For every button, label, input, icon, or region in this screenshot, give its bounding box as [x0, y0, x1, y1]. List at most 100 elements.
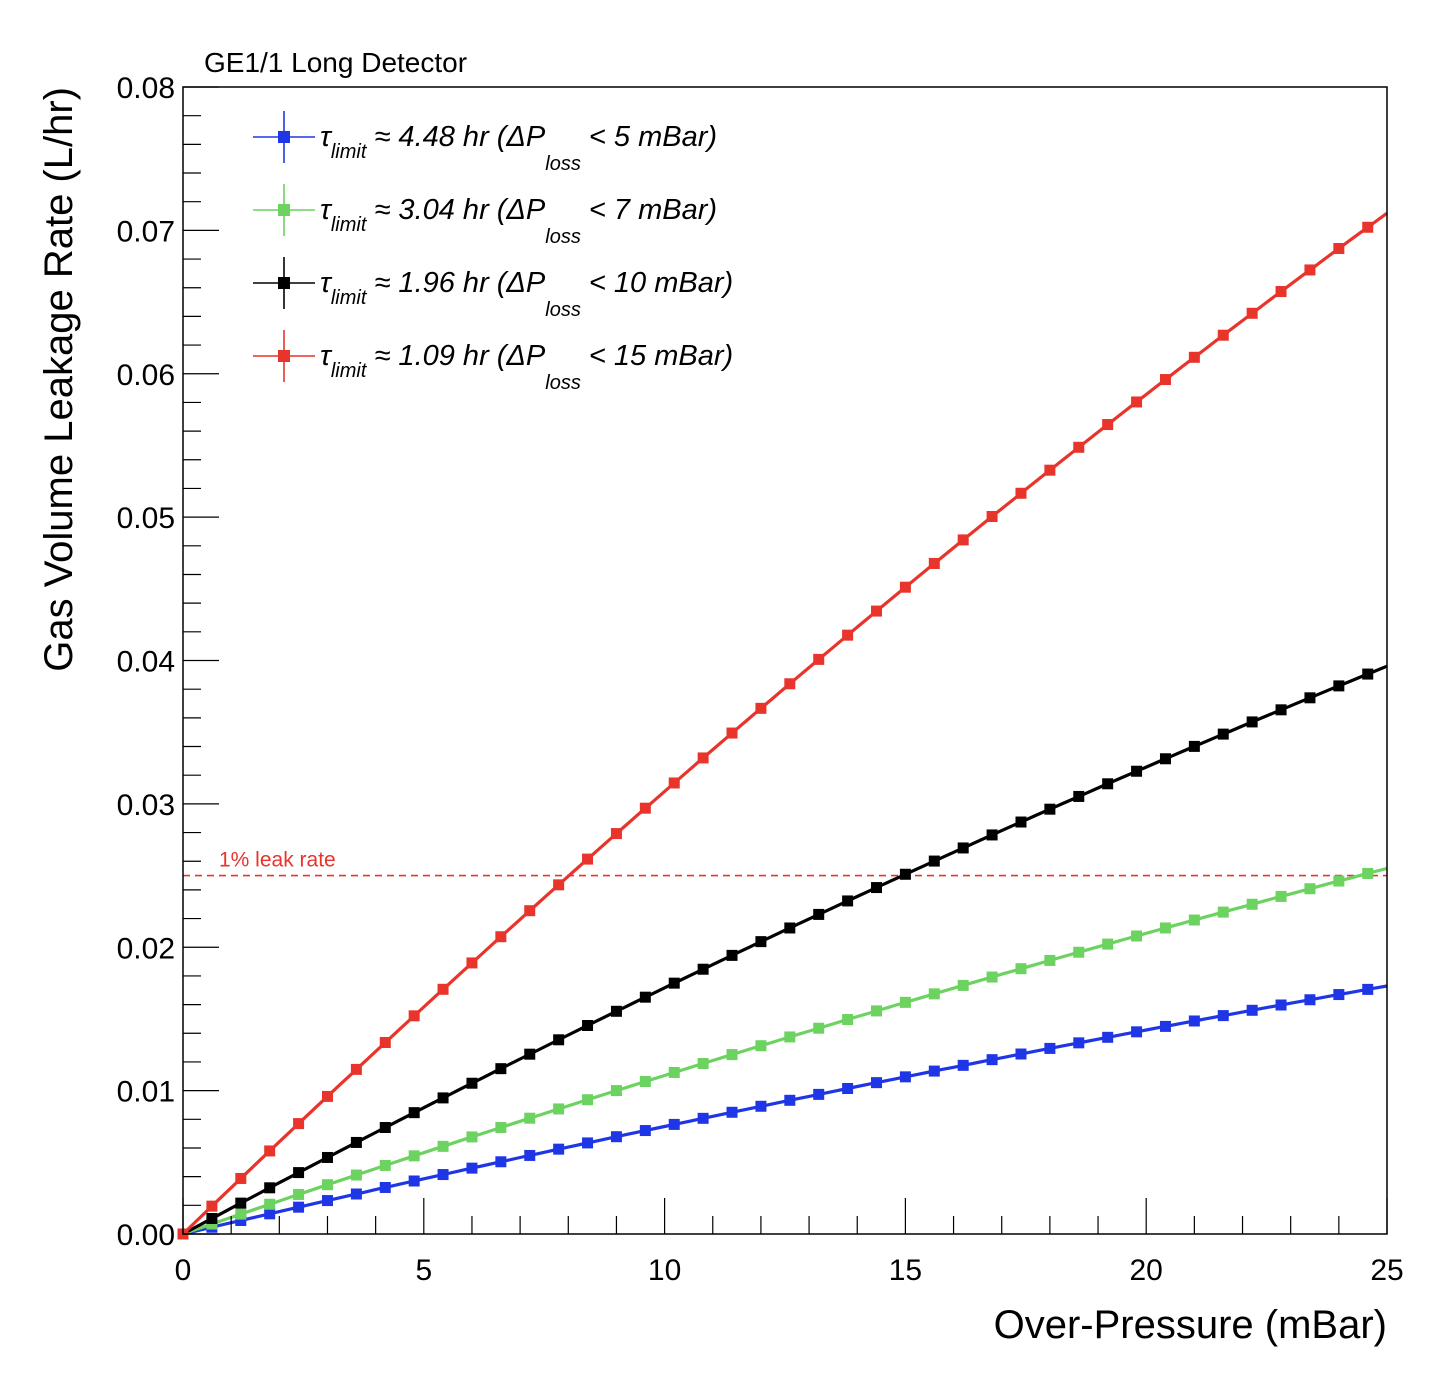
data-point — [466, 1077, 478, 1089]
data-point — [928, 988, 940, 1000]
data-point — [1333, 680, 1345, 692]
data-point — [755, 1040, 767, 1052]
data-point — [1159, 922, 1171, 934]
data-point — [1131, 396, 1143, 408]
data-point — [639, 802, 651, 814]
y-axis-tick-labels: 0.00 0.01 0.02 0.03 0.04 0.05 0.06 0.07 0.08 — [117, 72, 175, 1252]
data-point — [379, 1181, 391, 1193]
data-point — [321, 1151, 333, 1163]
data-point — [957, 1059, 969, 1071]
data-point — [1102, 778, 1114, 790]
data-point — [610, 1085, 622, 1097]
data-point — [1275, 286, 1287, 298]
data-point — [495, 1063, 507, 1075]
data-point — [1102, 419, 1114, 431]
data-point — [1362, 867, 1374, 879]
data-point — [1362, 668, 1374, 680]
data-point — [1246, 716, 1258, 728]
data-point — [235, 1208, 247, 1220]
data-point — [986, 1054, 998, 1066]
data-point — [264, 1182, 276, 1194]
data-point — [264, 1145, 276, 1157]
data-point — [1275, 704, 1287, 716]
legend-marker-swatch — [278, 277, 290, 289]
y-tick-label: 0.07 — [117, 215, 175, 248]
data-point — [1131, 1026, 1143, 1038]
legend-label: τlimit ≈ 4.48 hr (ΔPloss < 5 mBar) — [320, 121, 717, 175]
data-point — [957, 534, 969, 546]
data-point — [321, 1179, 333, 1191]
data-point — [610, 828, 622, 840]
data-point — [871, 1005, 883, 1017]
data-point — [986, 971, 998, 983]
data-point — [784, 1094, 796, 1106]
data-point — [437, 983, 449, 995]
data-point — [1362, 983, 1374, 995]
data-point — [697, 1112, 709, 1124]
data-point — [350, 1169, 362, 1181]
data-point — [206, 1200, 218, 1212]
data-point — [293, 1118, 305, 1130]
series-3 — [177, 664, 1388, 1240]
data-point — [264, 1208, 276, 1220]
data-point — [524, 1048, 536, 1060]
data-point — [582, 853, 594, 865]
data-point — [1188, 1015, 1200, 1027]
data-point — [466, 957, 478, 969]
data-point — [582, 1137, 594, 1149]
legend-label: τlimit ≈ 3.04 hr (ΔPloss < 7 mBar) — [320, 194, 717, 248]
data-point — [1015, 963, 1027, 975]
data-point — [668, 777, 680, 789]
data-point — [1304, 994, 1316, 1006]
y-tick-label: 0.04 — [117, 646, 175, 679]
data-point — [235, 1172, 247, 1184]
data-point — [437, 1169, 449, 1181]
data-point — [726, 727, 738, 739]
legend-marker-swatch — [278, 350, 290, 362]
data-point — [899, 868, 911, 880]
data-point — [437, 1092, 449, 1104]
data-point — [639, 991, 651, 1003]
data-point — [1073, 790, 1085, 802]
data-point — [1217, 329, 1229, 341]
data-point — [813, 1088, 825, 1100]
data-point — [408, 1175, 420, 1187]
legend-entry: τlimit ≈ 4.48 hr (ΔPloss < 5 mBar) — [253, 111, 717, 175]
x-tick-label: 20 — [1130, 1254, 1163, 1287]
legend-label: τlimit ≈ 1.09 hr (ΔPloss < 15 mBar) — [320, 340, 733, 394]
data-point — [408, 1150, 420, 1162]
data-point — [553, 1103, 565, 1115]
chart-header: GE1/1 Long Detector — [204, 47, 467, 78]
data-point — [1362, 221, 1374, 233]
data-point — [524, 1112, 536, 1124]
data-point — [350, 1136, 362, 1148]
data-point — [582, 1094, 594, 1106]
data-point — [1333, 875, 1345, 887]
data-point — [697, 1057, 709, 1069]
data-point — [1044, 803, 1056, 815]
data-point — [1015, 487, 1027, 499]
data-point — [379, 1037, 391, 1049]
data-point — [726, 1049, 738, 1061]
data-point — [899, 1071, 911, 1083]
data-point — [408, 1107, 420, 1119]
x-tick-label: 25 — [1370, 1254, 1403, 1287]
data-point — [524, 1149, 536, 1161]
data-point — [726, 1106, 738, 1118]
data-point — [1304, 692, 1316, 704]
legend-entry: τlimit ≈ 1.96 hr (ΔPloss < 10 mBar) — [253, 257, 733, 321]
data-point — [755, 936, 767, 948]
reference-line-label: 1% leak rate — [219, 849, 336, 872]
data-point — [639, 1075, 651, 1087]
data-point — [495, 1156, 507, 1168]
data-point — [321, 1090, 333, 1102]
data-point — [610, 1131, 622, 1143]
data-point — [1275, 890, 1287, 902]
data-point — [726, 949, 738, 961]
data-point — [1044, 954, 1056, 966]
data-point — [899, 996, 911, 1008]
legend-entry: τlimit ≈ 3.04 hr (ΔPloss < 7 mBar) — [253, 184, 717, 248]
data-point — [553, 879, 565, 891]
x-axis-title: Over-Pressure (mBar) — [994, 1303, 1387, 1347]
